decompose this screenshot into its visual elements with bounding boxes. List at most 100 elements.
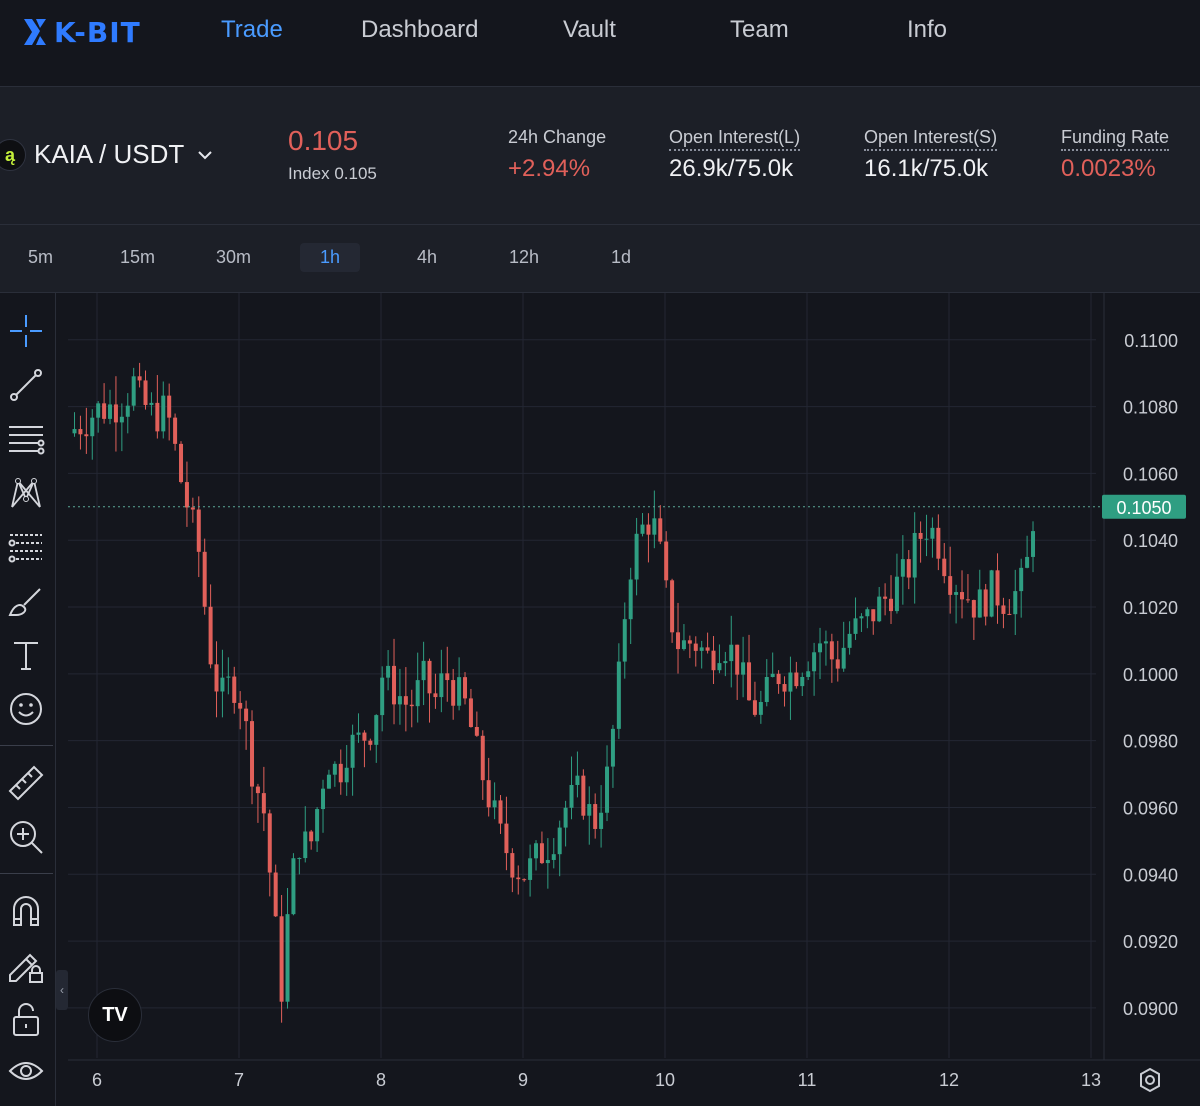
candle-body <box>125 405 130 417</box>
candle-body <box>711 650 716 671</box>
x-tick-label: 7 <box>234 1070 244 1090</box>
candle-body <box>812 652 817 672</box>
candle-body <box>498 800 503 824</box>
nav-team[interactable]: Team <box>730 16 789 43</box>
ruler-icon[interactable] <box>6 763 46 803</box>
nav-dashboard[interactable]: Dashboard <box>361 16 479 43</box>
y-tick-label: 0.0900 <box>1123 999 1178 1019</box>
candle-body <box>474 727 479 736</box>
candle-body <box>344 767 349 783</box>
candle-body <box>113 404 118 423</box>
candle-body <box>747 662 752 701</box>
toolbar-divider <box>0 745 53 746</box>
candle-body <box>1025 556 1030 568</box>
candle-body <box>267 813 272 873</box>
candle-body <box>1031 531 1036 557</box>
tf-4h[interactable]: 4h <box>417 247 438 267</box>
magnet-icon[interactable] <box>6 891 46 931</box>
emoji-icon[interactable] <box>6 689 46 729</box>
candle-body <box>202 551 207 607</box>
oi-long-label[interactable]: Open Interest(L) <box>669 127 801 151</box>
candle-body <box>912 532 917 578</box>
candle-body <box>350 734 355 768</box>
brand-logo[interactable]: K-BIT <box>22 14 141 50</box>
candle-body <box>989 570 994 617</box>
candle-body <box>599 812 604 829</box>
candle-body <box>664 541 669 581</box>
tf-1h[interactable]: 1h <box>300 243 361 272</box>
brush-icon[interactable] <box>6 581 46 621</box>
candle-body <box>386 665 391 678</box>
settings-gear-icon[interactable] <box>1136 1066 1164 1094</box>
y-tick-label: 0.1000 <box>1123 665 1178 685</box>
candle-body <box>84 434 89 437</box>
nav-vault[interactable]: Vault <box>563 16 616 43</box>
unlock-icon[interactable] <box>6 999 46 1039</box>
candle-body <box>137 376 142 381</box>
funding-label[interactable]: Funding Rate <box>1061 127 1170 151</box>
text-icon[interactable] <box>6 635 46 675</box>
candle-body <box>445 673 450 681</box>
candle-body <box>906 559 911 578</box>
candle-body <box>486 780 491 808</box>
lock-drawing-icon[interactable] <box>6 945 46 985</box>
candle-body <box>835 659 840 669</box>
candle-body <box>326 774 331 789</box>
oi-short-label[interactable]: Open Interest(S) <box>864 127 998 151</box>
candle-body <box>551 854 556 860</box>
candle-body <box>983 589 988 617</box>
tf-1d[interactable]: 1d <box>611 247 632 267</box>
candle-body <box>392 665 397 705</box>
candle-body <box>279 916 284 1002</box>
price-chart[interactable]: 6 7 8 9 10 11 12 13 0.1100 0.1080 0.1060 0.1040 0.10… <box>68 293 1200 1106</box>
crosshair-icon[interactable] <box>6 311 46 351</box>
candle-body <box>457 677 462 706</box>
pair-selector[interactable]: KAIA / USDT <box>34 139 214 170</box>
candle-body <box>859 616 864 619</box>
candle-body <box>273 872 278 917</box>
candle-body <box>894 576 899 612</box>
candle-body <box>806 671 811 677</box>
candle-body <box>871 609 876 622</box>
nav-trade[interactable]: Trade <box>221 16 283 43</box>
candle-body <box>374 715 379 745</box>
candle-body <box>184 482 189 508</box>
candle-body <box>658 518 663 542</box>
tf-12h[interactable]: 12h <box>509 247 540 267</box>
y-tick-label: 0.0980 <box>1123 732 1178 752</box>
candle-body <box>309 831 314 842</box>
fib-icon[interactable] <box>6 527 46 567</box>
eye-icon[interactable] <box>6 1051 46 1091</box>
candle-body <box>149 402 154 405</box>
candle-body <box>954 592 959 595</box>
candle-body <box>226 676 231 678</box>
tf-5m[interactable]: 5m <box>28 247 54 267</box>
candle-body <box>758 702 763 715</box>
candle-body <box>179 443 184 483</box>
candle-body <box>72 429 77 434</box>
tf-30m[interactable]: 30m <box>216 247 252 267</box>
candle-body <box>782 684 787 692</box>
trendline-icon[interactable] <box>6 365 46 405</box>
candle-body <box>646 524 651 535</box>
candle-body <box>451 680 456 706</box>
candle-body <box>729 644 734 662</box>
pattern-icon[interactable] <box>6 473 46 513</box>
candle-body <box>380 677 385 716</box>
horizontal-lines-icon[interactable] <box>6 419 46 459</box>
brand-name: K-BIT <box>54 15 141 49</box>
candle-body <box>593 804 598 829</box>
candle-body <box>250 721 255 787</box>
candlestick-chart[interactable]: 6 7 8 9 10 11 12 13 0.1100 0.1080 0.1060 0.1040 0.10… <box>68 293 1200 1106</box>
candle-body <box>634 533 639 580</box>
candle-body <box>244 708 249 722</box>
tf-15m[interactable]: 15m <box>120 247 156 267</box>
collapse-toolbar-button[interactable]: ‹ <box>56 970 68 1010</box>
drawing-toolbar <box>0 293 56 1106</box>
nav-info[interactable]: Info <box>907 16 948 43</box>
zoom-in-icon[interactable] <box>6 817 46 857</box>
candle-body <box>131 376 136 406</box>
candle-body <box>670 580 675 633</box>
candle-body <box>108 404 113 419</box>
tradingview-logo-icon[interactable]: TV <box>88 988 142 1042</box>
